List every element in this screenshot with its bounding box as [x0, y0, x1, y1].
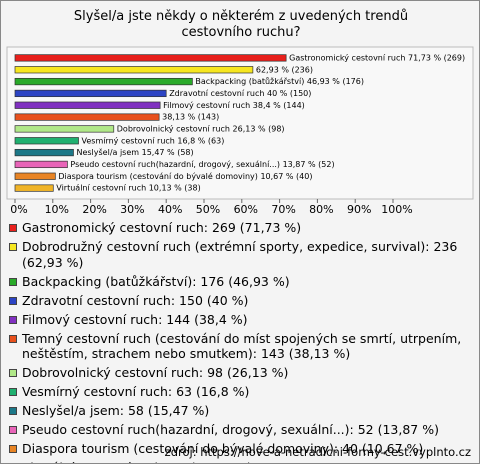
bar-label: Gastronomický cestovní ruch 71,73 % (269…: [289, 53, 465, 62]
legend-swatch: [9, 296, 17, 305]
legend-swatch: [9, 388, 17, 396]
bar-label: Backpacking (batůžkářství) 46,93 % (176): [195, 76, 364, 86]
legend-item: Backpacking (batůžkářství): 176 (46,93 %…: [9, 274, 475, 290]
bar: [14, 89, 167, 98]
bar: [14, 184, 54, 192]
legend-item: Dobrodružný cestovní ruch (extrémní spor…: [9, 239, 475, 270]
plot: 0% 10% 20% 30% 40% 50% 60% 70% 80% 90% 100% Gastron…: [6, 46, 474, 216]
legend-label: Filmový cestovní ruch: 144 (38,4 %): [22, 311, 248, 327]
legend-item: Virtuální cestovní ruch: 38 (10,13 %): [9, 460, 475, 463]
legend-item: Dobrovolnický cestovní ruch: 98 (26,13 %…: [9, 365, 475, 381]
legend-item: Pseudo cestovní ruch(hazardní, drogový, …: [9, 422, 475, 438]
legend-swatch: [9, 243, 17, 251]
bar-label: Dobrovolnický cestovní ruch 26,13 % (98): [117, 124, 285, 133]
legend-label: Neslyšel/a jsem: 58 (15,47 %): [22, 403, 210, 418]
x-tick-label: 60%: [234, 203, 258, 216]
x-tick-label: 0%: [10, 203, 27, 216]
legend-label: Backpacking (batůžkářství): 176 (46,93 %…: [22, 273, 290, 289]
x-tick-label: 10%: [45, 203, 69, 216]
legend-item: Diaspora tourism (cestování do bývalé do…: [9, 441, 475, 457]
legend-swatch: [9, 315, 17, 324]
legend-swatch: [9, 369, 17, 377]
bar: [14, 66, 254, 74]
bar-label: Neslyšel/a jsem 15,47 % (58): [76, 147, 193, 157]
x-tick-label: 100%: [381, 203, 412, 216]
bar: [14, 113, 160, 121]
legend-label: Zdravotní cestovní ruch: 150 (40 %): [22, 292, 249, 308]
bar: [14, 172, 56, 180]
bar-label: Filmový cestovní ruch 38,4 % (144): [163, 101, 305, 110]
x-tick-label: 90%: [347, 203, 371, 216]
x-tick-label: 40%: [158, 203, 182, 216]
legend-swatch: [9, 426, 17, 434]
legend-label: Dobrovolnický cestovní ruch: 98 (26,13 %…: [22, 365, 289, 380]
legend: Gastronomický cestovní ruch: 269 (71,73 …: [9, 220, 475, 463]
bar: [14, 101, 161, 109]
bar-label: Virtuální cestovní ruch 10,13 % (38): [56, 184, 200, 193]
legend-label: Diaspora tourism (cestování do bývalé do…: [22, 441, 424, 456]
bar: [14, 160, 68, 169]
bar-label: Diaspora tourism (cestování do bývalé do…: [58, 171, 312, 181]
x-tick-label: 30%: [120, 203, 144, 216]
legend-label: Virtuální cestovní ruch: 38 (10,13 %): [22, 460, 252, 463]
legend-label: Vesmírný cestovní ruch: 63 (16,8 %): [22, 384, 250, 399]
bar-label: 38,13 % (143): [162, 113, 219, 122]
chart-title: Slyšel/a jste někdy o některém z uvedený…: [73, 9, 409, 40]
source: zdroj: https://nove-a-netradicni-formy-c…: [164, 445, 471, 459]
legend-item: Neslyšel/a jsem: 58 (15,47 %): [9, 403, 475, 419]
bar: [14, 137, 79, 145]
legend-swatch: [9, 407, 17, 415]
legend-item: Filmový cestovní ruch: 144 (38,4 %): [9, 312, 475, 328]
legend-label: Temný cestovní ruch (cestování do míst s…: [22, 330, 462, 362]
bar-label: Zdravotní cestovní ruch 40 % (150): [169, 89, 311, 98]
x-tick-label: 80%: [309, 203, 333, 216]
legend-label: Dobrodružný cestovní ruch (extrémní spor…: [22, 239, 458, 270]
bar-label: Pseudo cestovní ruch(hazardní, drogový, …: [70, 160, 334, 169]
x-tick-label: 70%: [271, 203, 295, 216]
x-tick-label: 50%: [196, 203, 220, 216]
legend-item: Zdravotní cestovní ruch: 150 (40 %): [9, 293, 475, 309]
legend-label: Pseudo cestovní ruch(hazardní, drogový, …: [22, 422, 439, 437]
x-tick-label: 20%: [82, 203, 106, 216]
bar: [14, 77, 193, 86]
legend-item: Vesmírný cestovní ruch: 63 (16,8 %): [9, 384, 475, 400]
bar: [14, 148, 74, 157]
legend-swatch: [9, 224, 17, 232]
legend-label: Gastronomický cestovní ruch: 269 (71,73 …: [22, 220, 302, 235]
legend-item: Temný cestovní ruch (cestování do míst s…: [9, 331, 475, 362]
bar-label: Vesmírný cestovní ruch 16,8 % (63): [82, 136, 225, 145]
bar-label: 62,93 % (236): [256, 65, 313, 74]
bar: [14, 125, 115, 133]
legend-item: Gastronomický cestovní ruch: 269 (71,73 …: [9, 220, 475, 236]
legend-swatch: [9, 334, 17, 343]
bar: [14, 54, 287, 62]
legend-swatch: [9, 277, 17, 286]
legend-swatch: [9, 445, 17, 453]
